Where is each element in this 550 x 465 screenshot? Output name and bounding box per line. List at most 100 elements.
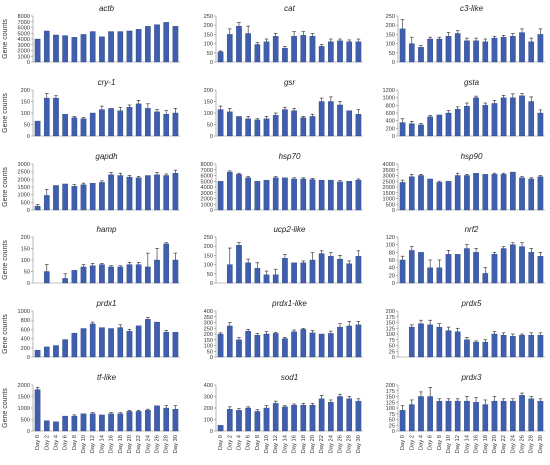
bar-prdx3-day-22 (500, 400, 507, 432)
y-tick-label-gsr: 150 (204, 100, 213, 106)
bar-sod1-day-4 (236, 410, 242, 432)
bar-hsp70-day-22 (318, 179, 325, 211)
bar-gsta-day-4 (418, 124, 424, 137)
y-tick-label-c3-like: 100 (386, 42, 395, 48)
bar-prdx1-like-day-16 (291, 331, 297, 358)
bar-nrf2-day-22 (500, 248, 507, 284)
bar-hsp90-day-4 (418, 175, 424, 211)
bar-gsta-day-2 (408, 123, 415, 137)
bar-hsp90-day-8 (436, 182, 443, 211)
bar-ucp2-like-day-6 (245, 262, 251, 284)
y-tick-label-prdx3: 100 (386, 406, 395, 412)
x-tick-label-sod1: Day 18 (301, 435, 307, 453)
y-tick-label-gsr: 0 (210, 134, 213, 140)
bar-prdx5-day-30 (537, 334, 544, 358)
bar-tf-like-day-2 (43, 420, 50, 432)
bar-prdx1-like-day-2 (226, 325, 233, 358)
y-tick-label-sod1: 100 (204, 418, 213, 424)
bar-ucp2-like-day-2 (226, 264, 233, 284)
bar-cat-day-20 (309, 36, 316, 63)
y-tick-label-hsp90: 500 (386, 202, 395, 208)
y-tick-label-prdx1: 1000 (18, 309, 30, 315)
bar-c3-like-day-0 (399, 28, 406, 63)
bar-prdx1-like-day-26 (337, 326, 343, 358)
y-tick-label-hamp: 200 (21, 235, 30, 241)
bar-prdx1-like-day-0 (217, 333, 224, 358)
y-tick-label-gsta: 200 (386, 126, 395, 132)
bar-gapdh-day-2 (43, 195, 50, 211)
bar-nrf2-day-30 (537, 256, 544, 284)
bar-cat-day-2 (226, 34, 233, 63)
bar-prdx3-day-20 (491, 400, 498, 432)
y-tick-label-gsr: 50 (207, 123, 213, 129)
bar-gapdh-day-22 (135, 177, 142, 211)
bar-hsp70-day-2 (226, 171, 233, 211)
bar-gapdh-day-4 (53, 185, 59, 211)
bar-cry-1-day-6 (62, 114, 68, 137)
y-tick-label-gsta: 1000 (383, 96, 395, 102)
x-tick-label-prdx3: Day 28 (529, 435, 535, 453)
y-tick-label-cat: 150 (204, 32, 213, 38)
bar-c3-like-day-18 (482, 41, 489, 63)
bar-prdx5-day-22 (500, 334, 507, 358)
chart-title-nrf2: nrf2 (465, 225, 479, 234)
y-tick-label-nrf2: 100 (386, 243, 395, 249)
bar-hsp70-day-28 (346, 181, 353, 211)
x-tick-label-prdx3: Day 16 (474, 435, 480, 453)
y-tick-label-gapdh: 500 (21, 200, 30, 206)
bar-hamp-day-30 (172, 259, 179, 284)
bar-hsp90-day-12 (454, 175, 461, 211)
x-tick-label-prdx3: Day 22 (501, 435, 507, 453)
y-tick-label-prdx1-like: 250 (204, 326, 213, 332)
y-tick-label-gapdh: 3000 (18, 162, 30, 168)
bar-prdx5-day-6 (427, 324, 433, 358)
bar-gsr-day-24 (328, 101, 334, 137)
bar-prdx5-day-24 (510, 336, 516, 358)
bar-sod1-day-2 (226, 408, 233, 432)
bar-prdx3-day-26 (519, 395, 525, 432)
bar-prdx3-day-14 (464, 400, 470, 432)
y-tick-label-hamp: 50 (24, 270, 30, 276)
bar-hsp70-day-6 (245, 177, 251, 211)
bar-hsp70-day-24 (328, 179, 334, 211)
bar-gsr-day-4 (236, 116, 242, 137)
y-tick-label-prdx3: 50 (389, 418, 395, 424)
y-tick-label-prdx1: 800 (21, 318, 30, 324)
x-tick-label-prdx3: Day 26 (520, 435, 526, 453)
y-tick-label-nrf2: 40 (389, 266, 395, 272)
bar-ucp2-like-day-20 (309, 259, 316, 284)
y-tick-label-sod1: 200 (204, 406, 213, 412)
y-tick-label-prdx1-like: 0 (210, 355, 213, 361)
bar-tf-like-day-20 (126, 411, 133, 432)
y-axis-label: Gene counts (2, 167, 9, 207)
y-tick-label-ucp2-like: 150 (204, 253, 213, 259)
bar-sod1-day-30 (355, 400, 362, 432)
bar-prdx3-day-4 (418, 396, 424, 432)
y-tick-label-c3-like: 250 (386, 14, 395, 20)
bar-gapdh-day-30 (172, 173, 179, 211)
bar-gapdh-day-20 (126, 176, 133, 211)
bar-nrf2-day-14 (464, 248, 470, 284)
chart-title-prdx5: prdx5 (460, 299, 482, 308)
bar-hsp90-day-14 (464, 175, 470, 211)
bar-actb-day-0 (34, 38, 41, 63)
bar-gsta-day-10 (445, 112, 452, 137)
bar-prdx3-day-10 (445, 400, 452, 432)
y-tick-label-hsp90: 2500 (383, 179, 395, 185)
bar-prdx1-day-16 (108, 328, 114, 358)
bar-gsta-day-14 (464, 105, 470, 137)
bar-actb-day-10 (80, 34, 87, 63)
bar-gsr-day-2 (226, 111, 233, 137)
y-tick-label-prdx5: 200 (386, 309, 395, 315)
y-tick-label-gapdh: 1000 (18, 193, 30, 199)
bar-cat-day-24 (328, 41, 334, 63)
bar-hsp90-day-2 (408, 176, 415, 211)
chart-title-ucp2-like: ucp2-like (273, 225, 306, 234)
y-tick-label-tf-like: 0 (27, 429, 30, 435)
bar-c3-like-day-12 (454, 33, 461, 63)
y-tick-label-c3-like: 150 (386, 32, 395, 38)
bar-prdx1-like-day-22 (318, 333, 325, 358)
bar-actb-day-2 (43, 30, 50, 63)
bar-ucp2-like-day-12 (272, 274, 279, 284)
